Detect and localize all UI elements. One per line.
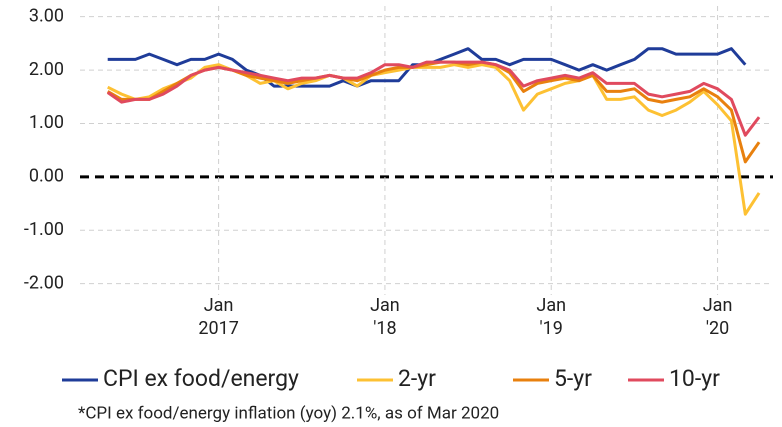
x-tick-label: '18 — [373, 318, 396, 339]
series-line — [106, 60, 761, 137]
y-tick-label: 1.00 — [29, 112, 64, 133]
legend-label: 2-yr — [398, 365, 436, 392]
series-line — [107, 63, 761, 216]
y-tick-label: -1.00 — [24, 219, 64, 240]
legend-label: 5-yr — [554, 365, 592, 392]
legend-label: 10-yr — [669, 365, 720, 392]
legend-label: CPI ex food/energy — [103, 365, 299, 392]
y-tick-label: 3.00 — [29, 5, 64, 26]
x-tick-label: Jan — [204, 295, 234, 316]
x-tick-label: 2017 — [198, 318, 238, 339]
x-tick-label: Jan — [370, 295, 400, 316]
y-tick-label: 0.00 — [29, 166, 64, 187]
footnote: *CPI ex food/energy inflation (yoy) 2.1%… — [78, 403, 499, 423]
y-tick-label: 2.00 — [29, 59, 64, 80]
series-line — [106, 60, 761, 164]
x-tick-label: Jan — [536, 295, 566, 316]
x-tick-label: Jan — [703, 295, 733, 316]
x-tick-label: '19 — [540, 318, 563, 339]
y-tick-label: -2.00 — [24, 272, 64, 293]
x-tick-label: '20 — [706, 318, 729, 339]
